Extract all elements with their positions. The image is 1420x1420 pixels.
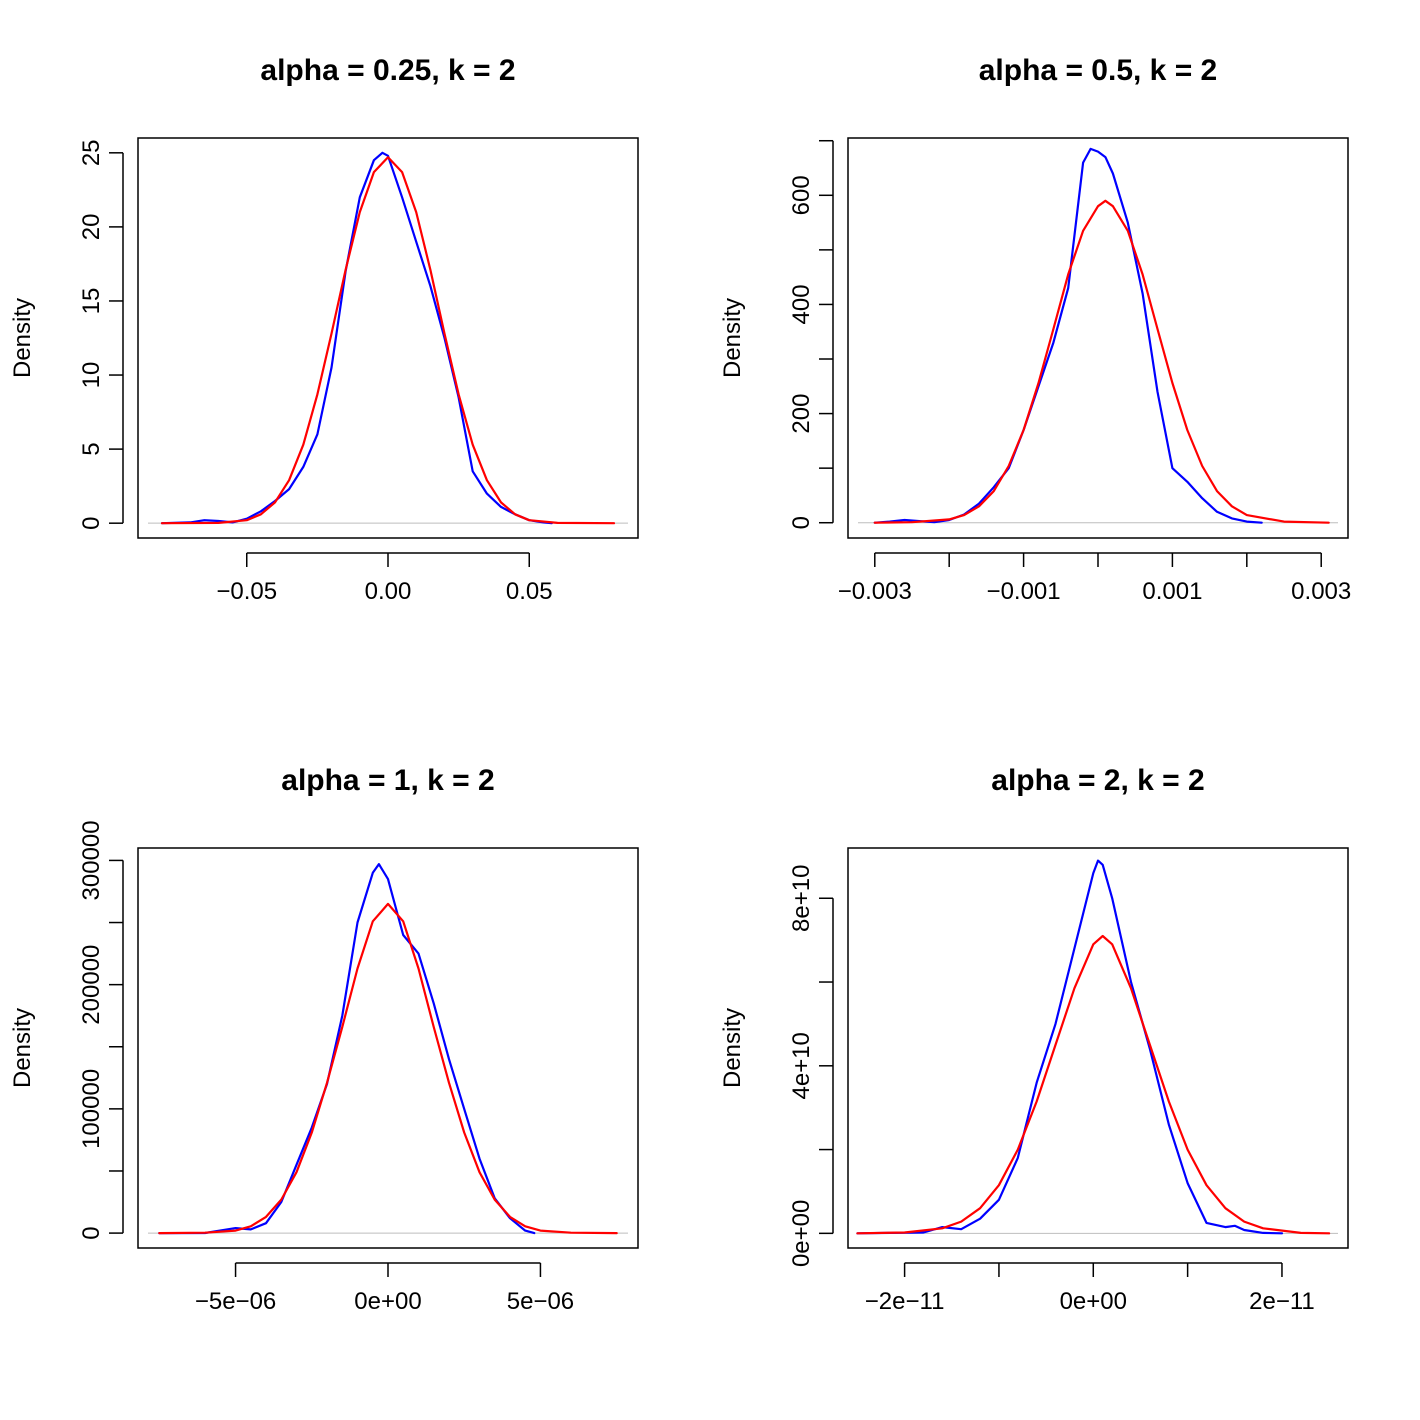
y-tick-label: 20: [78, 214, 105, 241]
x-tick-label: −0.003: [838, 578, 912, 605]
y-axis-label: Density: [9, 1008, 36, 1088]
x-tick-label: −0.05: [216, 578, 277, 605]
y-axis-label: Density: [9, 298, 36, 378]
x-tick-label: −5e−06: [195, 1288, 276, 1315]
x-tick-label: 5e−06: [507, 1288, 574, 1315]
y-tick-label: 200000: [78, 945, 105, 1025]
chart-title: alpha = 1, k = 2: [281, 764, 494, 797]
y-tick-label: 0: [78, 1226, 105, 1239]
y-tick-label: 0: [788, 516, 815, 529]
x-tick-label: −0.001: [987, 578, 1061, 605]
x-tick-label: 0.05: [506, 578, 553, 605]
density-curve-series-2: [873, 199, 1330, 524]
y-tick-label: 400: [788, 284, 815, 324]
y-tick-label: 4e+10: [788, 1032, 815, 1099]
plot-frame: [137, 137, 639, 539]
y-tick-label: 5: [78, 442, 105, 455]
y-tick-label: 8e+10: [788, 865, 815, 932]
density-curve-series-1: [158, 863, 536, 1235]
plot-frame: [847, 137, 1349, 539]
y-tick-label: 25: [78, 139, 105, 166]
y-tick-label: 10: [78, 362, 105, 389]
density-curve-series-2: [160, 156, 616, 525]
panel-4: alpha = 2, k = 2 Density −2e−11 0e+00 2e−11 0…: [719, 764, 1349, 1315]
y-tick-label: 15: [78, 288, 105, 315]
y-tick-label: 0e+00: [788, 1200, 815, 1267]
panel-3: alpha = 1, k = 2 Density −5e−06 0e+00 5e−06 0…: [9, 764, 639, 1315]
x-tick-label: 0.003: [1291, 578, 1351, 605]
y-tick-label: 100000: [78, 1069, 105, 1149]
chart-title: alpha = 0.5, k = 2: [979, 54, 1217, 87]
chart-title: alpha = 2, k = 2: [991, 764, 1204, 797]
density-curve-series-2: [158, 902, 618, 1235]
x-tick-label: 0.001: [1142, 578, 1202, 605]
y-tick-label: 0: [78, 517, 105, 530]
x-tick-label: −2e−11: [865, 1288, 945, 1315]
x-tick-label: 2e−11: [1249, 1288, 1315, 1315]
panel-2: alpha = 0.5, k = 2 Density −0.003 −0.001 0.0…: [719, 54, 1351, 605]
plot-frame: [847, 847, 1349, 1249]
y-axis-label: Density: [719, 298, 746, 378]
density-curve-series-2: [856, 934, 1331, 1235]
y-tick-label: 600: [788, 175, 815, 215]
y-tick-label: 300000: [78, 820, 105, 900]
x-tick-label: 0e+00: [1060, 1288, 1127, 1315]
plot-frame: [137, 847, 639, 1249]
y-tick-label: 200: [788, 394, 815, 434]
chart-title: alpha = 0.25, k = 2: [260, 54, 515, 87]
panel-1: alpha = 0.25, k = 2 Density −0.05 0.00 0.05 0…: [9, 54, 639, 605]
density-curve-series-1: [856, 859, 1284, 1235]
y-axis-label: Density: [719, 1008, 746, 1088]
x-tick-label: 0e+00: [354, 1288, 421, 1315]
x-tick-label: 0.00: [365, 578, 412, 605]
